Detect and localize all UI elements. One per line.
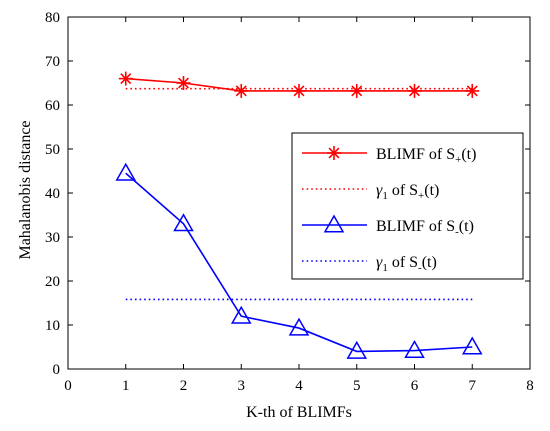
y-tick-label: 50 bbox=[45, 142, 60, 158]
x-tick-label: 5 bbox=[353, 378, 361, 394]
legend: BLIMF of S+(t) γ1 of S+(t) BLIMF of S-(t) γ… bbox=[291, 132, 524, 280]
data-point bbox=[349, 83, 364, 98]
y-tick-label: 20 bbox=[45, 274, 60, 290]
x-tick-label: 0 bbox=[64, 378, 72, 394]
data-point bbox=[176, 76, 191, 90]
x-axis-label: K-th of BLIMFs bbox=[246, 404, 352, 421]
data-point bbox=[230, 305, 252, 324]
x-tick-label: 3 bbox=[238, 378, 246, 394]
y-axis-label: Mahalanobis distance bbox=[17, 120, 34, 259]
legend-label-4: γ1 of S-(t) bbox=[376, 254, 437, 274]
y-tick-label: 10 bbox=[45, 318, 60, 334]
data-point bbox=[461, 336, 483, 355]
y-tick-label: 0 bbox=[53, 362, 61, 378]
y-tick-label: 70 bbox=[45, 54, 60, 70]
x-tick-label: 4 bbox=[295, 378, 303, 394]
data-point bbox=[292, 83, 306, 98]
data-point bbox=[115, 162, 137, 181]
x-tick-label: 7 bbox=[469, 378, 477, 394]
data-point bbox=[118, 71, 133, 86]
series-line-3 bbox=[125, 172, 473, 353]
data-point bbox=[404, 340, 425, 359]
x-tick-label: 6 bbox=[411, 378, 419, 394]
legend-label-1: BLIMF of S+(t) bbox=[376, 146, 476, 166]
data-point bbox=[465, 83, 480, 98]
y-tick-label: 40 bbox=[45, 186, 60, 202]
data-point bbox=[323, 214, 345, 233]
x-tick-label: 1 bbox=[122, 378, 130, 394]
y-tick-label: 30 bbox=[45, 230, 60, 246]
data-point bbox=[288, 317, 310, 336]
x-tick-label: 2 bbox=[180, 378, 188, 394]
legend-label-2: γ1 of S+(t) bbox=[376, 182, 439, 202]
data-point bbox=[234, 83, 249, 98]
data-point bbox=[327, 146, 341, 160]
plot-area bbox=[115, 71, 483, 359]
data-point bbox=[346, 340, 368, 359]
y-tick-label: 60 bbox=[45, 98, 60, 114]
data-point bbox=[173, 213, 194, 232]
x-tick-label: 8 bbox=[526, 378, 534, 394]
data-point bbox=[407, 83, 422, 98]
legend-label-3: BLIMF of S-(t) bbox=[376, 218, 474, 238]
y-tick-label: 80 bbox=[45, 10, 60, 26]
